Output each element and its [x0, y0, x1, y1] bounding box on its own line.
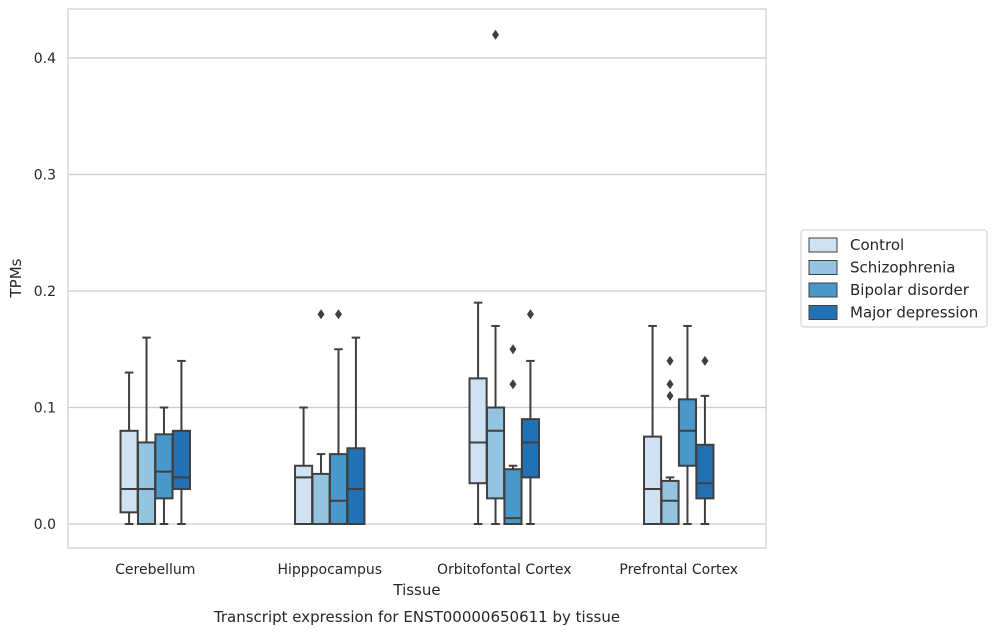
box-iqr	[643, 435, 663, 525]
box-2-3	[677, 324, 698, 525]
x-axis-title: Tissue	[392, 581, 440, 599]
y-tick-label: 0.0	[34, 517, 56, 533]
legend-swatch	[808, 282, 838, 298]
box-iqr	[677, 398, 698, 467]
box-iqr	[136, 441, 157, 526]
y-tick-label: 0.2	[34, 284, 56, 300]
plot-frame	[67, 8, 767, 549]
box-1-2	[485, 29, 506, 525]
y-tick-label: 0.1	[34, 401, 56, 417]
outlier-point	[666, 379, 674, 390]
y-tick-label: 0.4	[34, 51, 56, 67]
box-1-1	[311, 309, 331, 525]
box-2-0	[154, 406, 174, 525]
legend-label: Bipolar disorder	[850, 281, 970, 299]
x-tick-label: Cerebellum	[115, 562, 195, 578]
outlier-point	[666, 390, 674, 401]
legend-swatch	[808, 260, 838, 275]
x-tick-label: Hipppocampus	[277, 562, 382, 578]
box-iqr	[119, 429, 139, 514]
legend-frame	[800, 229, 988, 328]
box-0-3	[643, 324, 663, 525]
outlier-point	[701, 355, 709, 366]
box-0-0	[119, 371, 139, 525]
box-iqr	[294, 464, 314, 525]
legend-swatch	[808, 237, 838, 253]
outlier-point	[666, 355, 674, 366]
box-3-3	[695, 355, 715, 525]
chart-caption: Transcript expression for ENST0000065061…	[213, 608, 620, 626]
box-3-0	[171, 359, 191, 525]
outlier-point	[317, 309, 325, 320]
box-iqr	[695, 443, 715, 500]
box-iqr	[171, 429, 191, 491]
y-tick-label: 0.3	[34, 168, 56, 184]
box-iqr	[311, 472, 331, 525]
legend-label: Schizophrenia	[850, 259, 955, 277]
box-iqr	[660, 479, 680, 525]
outlier-point	[334, 309, 342, 320]
box-groups	[119, 29, 715, 526]
box-3-2	[520, 309, 540, 525]
box-3-1	[346, 336, 366, 525]
box-iqr	[154, 433, 174, 500]
box-0-1	[294, 406, 314, 525]
outlier-point	[509, 379, 517, 390]
x-tick-label: Orbitofontal Cortex	[437, 562, 572, 578]
y-axis-title: TPMs	[7, 258, 25, 298]
box-1-0	[136, 336, 157, 526]
outlier-point	[526, 309, 534, 320]
box-1-3	[660, 355, 680, 525]
legend-label: Control	[850, 236, 904, 254]
box-2-2	[503, 344, 523, 525]
legend-label: Major depression	[850, 304, 978, 322]
box-2-1	[328, 309, 349, 526]
outlier-point	[509, 344, 517, 355]
box-0-2	[468, 301, 488, 525]
outlier-point	[492, 29, 500, 40]
y-tick-labels: 0.0 0.1 0.2 0.3 0.4	[34, 51, 56, 533]
box-iqr	[468, 377, 488, 485]
box-iqr	[485, 406, 506, 500]
box-iqr	[503, 468, 523, 525]
x-tick-label: Prefrontal Cortex	[619, 562, 738, 578]
x-tick-labels: Cerebellum Hipppocampus Orbitofontal Corte…	[115, 562, 738, 578]
box-iqr	[346, 447, 366, 525]
box-iqr	[520, 418, 540, 479]
legend-swatch	[808, 305, 838, 320]
box-iqr	[328, 453, 349, 526]
legend: Control Schizophrenia Bipolar disorder Majo…	[800, 229, 988, 328]
